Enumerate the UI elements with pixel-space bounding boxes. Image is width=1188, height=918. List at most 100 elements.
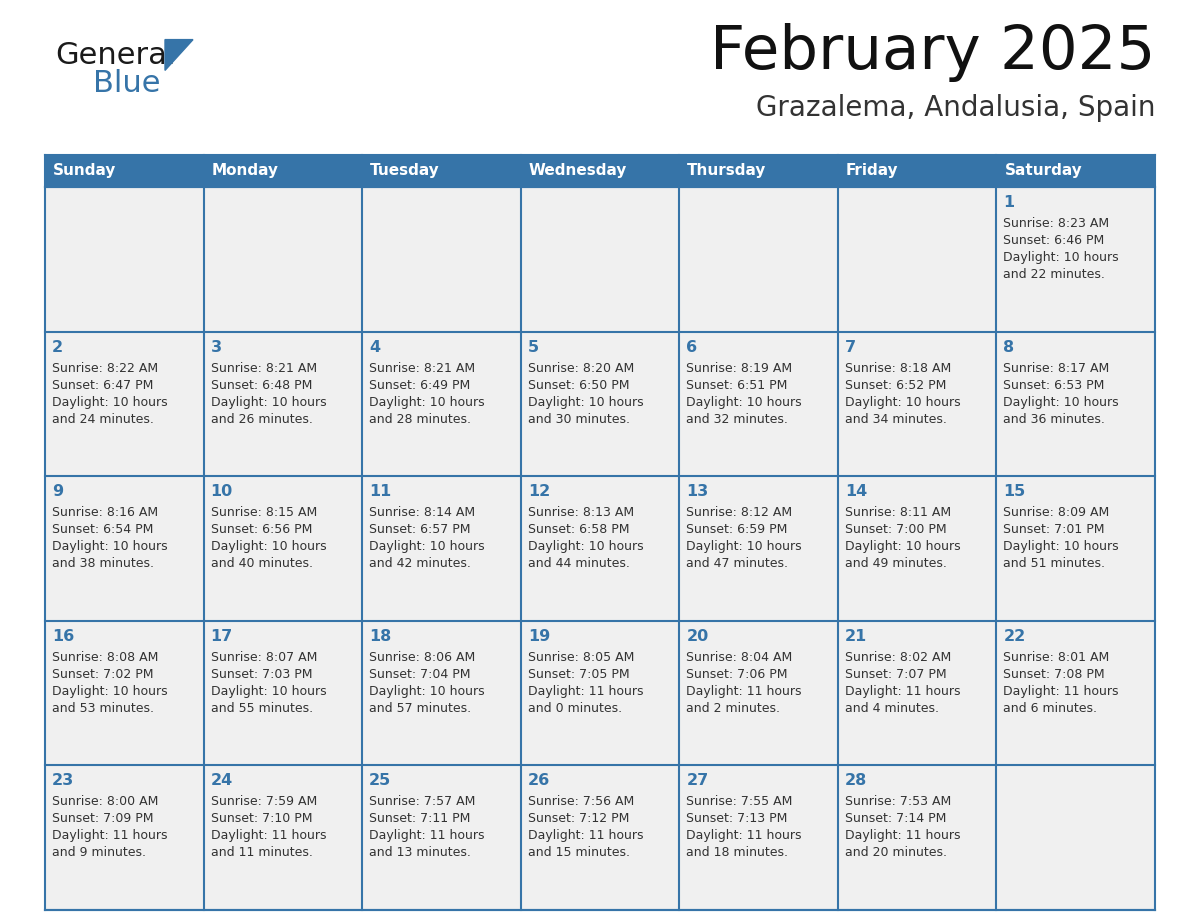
Text: Sunrise: 8:07 AM: Sunrise: 8:07 AM [210,651,317,664]
Text: and 53 minutes.: and 53 minutes. [52,701,154,715]
Text: 12: 12 [527,484,550,499]
Text: Sunset: 6:47 PM: Sunset: 6:47 PM [52,378,153,392]
Text: 15: 15 [1004,484,1025,499]
Text: 16: 16 [52,629,74,644]
Text: Sunrise: 8:19 AM: Sunrise: 8:19 AM [687,362,792,375]
Text: and 34 minutes.: and 34 minutes. [845,412,947,426]
Text: and 26 minutes.: and 26 minutes. [210,412,312,426]
Text: Daylight: 11 hours: Daylight: 11 hours [52,829,168,843]
Text: Sunrise: 8:09 AM: Sunrise: 8:09 AM [1004,506,1110,520]
Text: 5: 5 [527,340,539,354]
Text: Sunset: 6:56 PM: Sunset: 6:56 PM [210,523,312,536]
Text: and 49 minutes.: and 49 minutes. [845,557,947,570]
Bar [45,476,203,621]
Text: Daylight: 10 hours: Daylight: 10 hours [210,396,327,409]
Text: Daylight: 10 hours: Daylight: 10 hours [1004,251,1119,264]
Text: and 13 minutes.: and 13 minutes. [369,846,470,859]
Bar [45,621,203,766]
Text: Sunset: 6:48 PM: Sunset: 6:48 PM [210,378,312,392]
Text: Sunrise: 7:57 AM: Sunrise: 7:57 AM [369,795,475,809]
Text: 17: 17 [210,629,233,644]
Text: February 2025: February 2025 [709,23,1155,82]
Text: Daylight: 10 hours: Daylight: 10 hours [687,396,802,409]
Text: and 55 minutes.: and 55 minutes. [210,701,312,715]
Text: Tuesday: Tuesday [371,163,440,178]
Text: Sunrise: 8:20 AM: Sunrise: 8:20 AM [527,362,634,375]
Bar [45,187,203,331]
Text: 28: 28 [845,773,867,789]
Text: and 51 minutes.: and 51 minutes. [1004,557,1105,570]
Text: Sunset: 7:07 PM: Sunset: 7:07 PM [845,667,947,681]
Text: Friday: Friday [846,163,898,178]
Text: Sunset: 7:09 PM: Sunset: 7:09 PM [52,812,153,825]
Text: Wednesday: Wednesday [529,163,627,178]
Text: Daylight: 10 hours: Daylight: 10 hours [369,396,485,409]
Bar [520,155,680,187]
Text: and 44 minutes.: and 44 minutes. [527,557,630,570]
Text: and 0 minutes.: and 0 minutes. [527,701,621,715]
Bar [838,476,997,621]
Text: Blue: Blue [93,69,160,97]
Text: Sunrise: 7:53 AM: Sunrise: 7:53 AM [845,795,952,809]
Text: Daylight: 11 hours: Daylight: 11 hours [1004,685,1119,698]
Bar [520,187,680,331]
Text: Daylight: 10 hours: Daylight: 10 hours [52,540,168,554]
Text: and 20 minutes.: and 20 minutes. [845,846,947,859]
Text: Sunset: 6:59 PM: Sunset: 6:59 PM [687,523,788,536]
Text: Sunset: 6:58 PM: Sunset: 6:58 PM [527,523,630,536]
Bar [680,766,838,910]
Bar [203,187,362,331]
Bar [203,155,362,187]
Bar [45,331,203,476]
Bar [520,476,680,621]
Text: Daylight: 11 hours: Daylight: 11 hours [527,829,643,843]
Text: 13: 13 [687,484,708,499]
Text: Daylight: 10 hours: Daylight: 10 hours [845,396,960,409]
Text: 18: 18 [369,629,391,644]
Text: Daylight: 10 hours: Daylight: 10 hours [369,685,485,698]
Text: Sunset: 6:49 PM: Sunset: 6:49 PM [369,378,470,392]
Text: Sunset: 7:05 PM: Sunset: 7:05 PM [527,667,630,681]
Text: Daylight: 11 hours: Daylight: 11 hours [527,685,643,698]
Text: Daylight: 10 hours: Daylight: 10 hours [369,540,485,554]
Text: Daylight: 11 hours: Daylight: 11 hours [369,829,485,843]
Text: and 40 minutes.: and 40 minutes. [210,557,312,570]
Bar [997,155,1155,187]
Text: 9: 9 [52,484,63,499]
Text: Daylight: 11 hours: Daylight: 11 hours [210,829,326,843]
Text: and 57 minutes.: and 57 minutes. [369,701,472,715]
Bar [680,476,838,621]
Text: 21: 21 [845,629,867,644]
Text: Daylight: 10 hours: Daylight: 10 hours [210,540,327,554]
Text: Monday: Monday [211,163,278,178]
Text: Sunset: 6:52 PM: Sunset: 6:52 PM [845,378,946,392]
Bar [838,331,997,476]
Text: Daylight: 10 hours: Daylight: 10 hours [527,540,644,554]
Text: Sunrise: 8:05 AM: Sunrise: 8:05 AM [527,651,634,664]
Bar [680,331,838,476]
Bar [997,621,1155,766]
Text: Sunset: 6:54 PM: Sunset: 6:54 PM [52,523,153,536]
Text: Thursday: Thursday [688,163,766,178]
Text: 10: 10 [210,484,233,499]
Text: Daylight: 10 hours: Daylight: 10 hours [52,685,168,698]
Bar [680,155,838,187]
Text: Daylight: 11 hours: Daylight: 11 hours [687,685,802,698]
Text: Grazalema, Andalusia, Spain: Grazalema, Andalusia, Spain [756,94,1155,122]
Text: and 32 minutes.: and 32 minutes. [687,412,788,426]
Text: Sunrise: 7:55 AM: Sunrise: 7:55 AM [687,795,792,809]
Text: Sunset: 7:01 PM: Sunset: 7:01 PM [1004,523,1105,536]
Text: General: General [55,40,176,70]
Bar [362,155,520,187]
Text: and 11 minutes.: and 11 minutes. [210,846,312,859]
Text: Sunrise: 8:14 AM: Sunrise: 8:14 AM [369,506,475,520]
Text: Sunset: 7:03 PM: Sunset: 7:03 PM [210,667,312,681]
Text: and 47 minutes.: and 47 minutes. [687,557,789,570]
Text: Daylight: 11 hours: Daylight: 11 hours [687,829,802,843]
Text: and 24 minutes.: and 24 minutes. [52,412,154,426]
Text: and 30 minutes.: and 30 minutes. [527,412,630,426]
Bar [838,187,997,331]
Text: Sunset: 7:08 PM: Sunset: 7:08 PM [1004,667,1105,681]
Text: Sunday: Sunday [53,163,116,178]
Text: 26: 26 [527,773,550,789]
